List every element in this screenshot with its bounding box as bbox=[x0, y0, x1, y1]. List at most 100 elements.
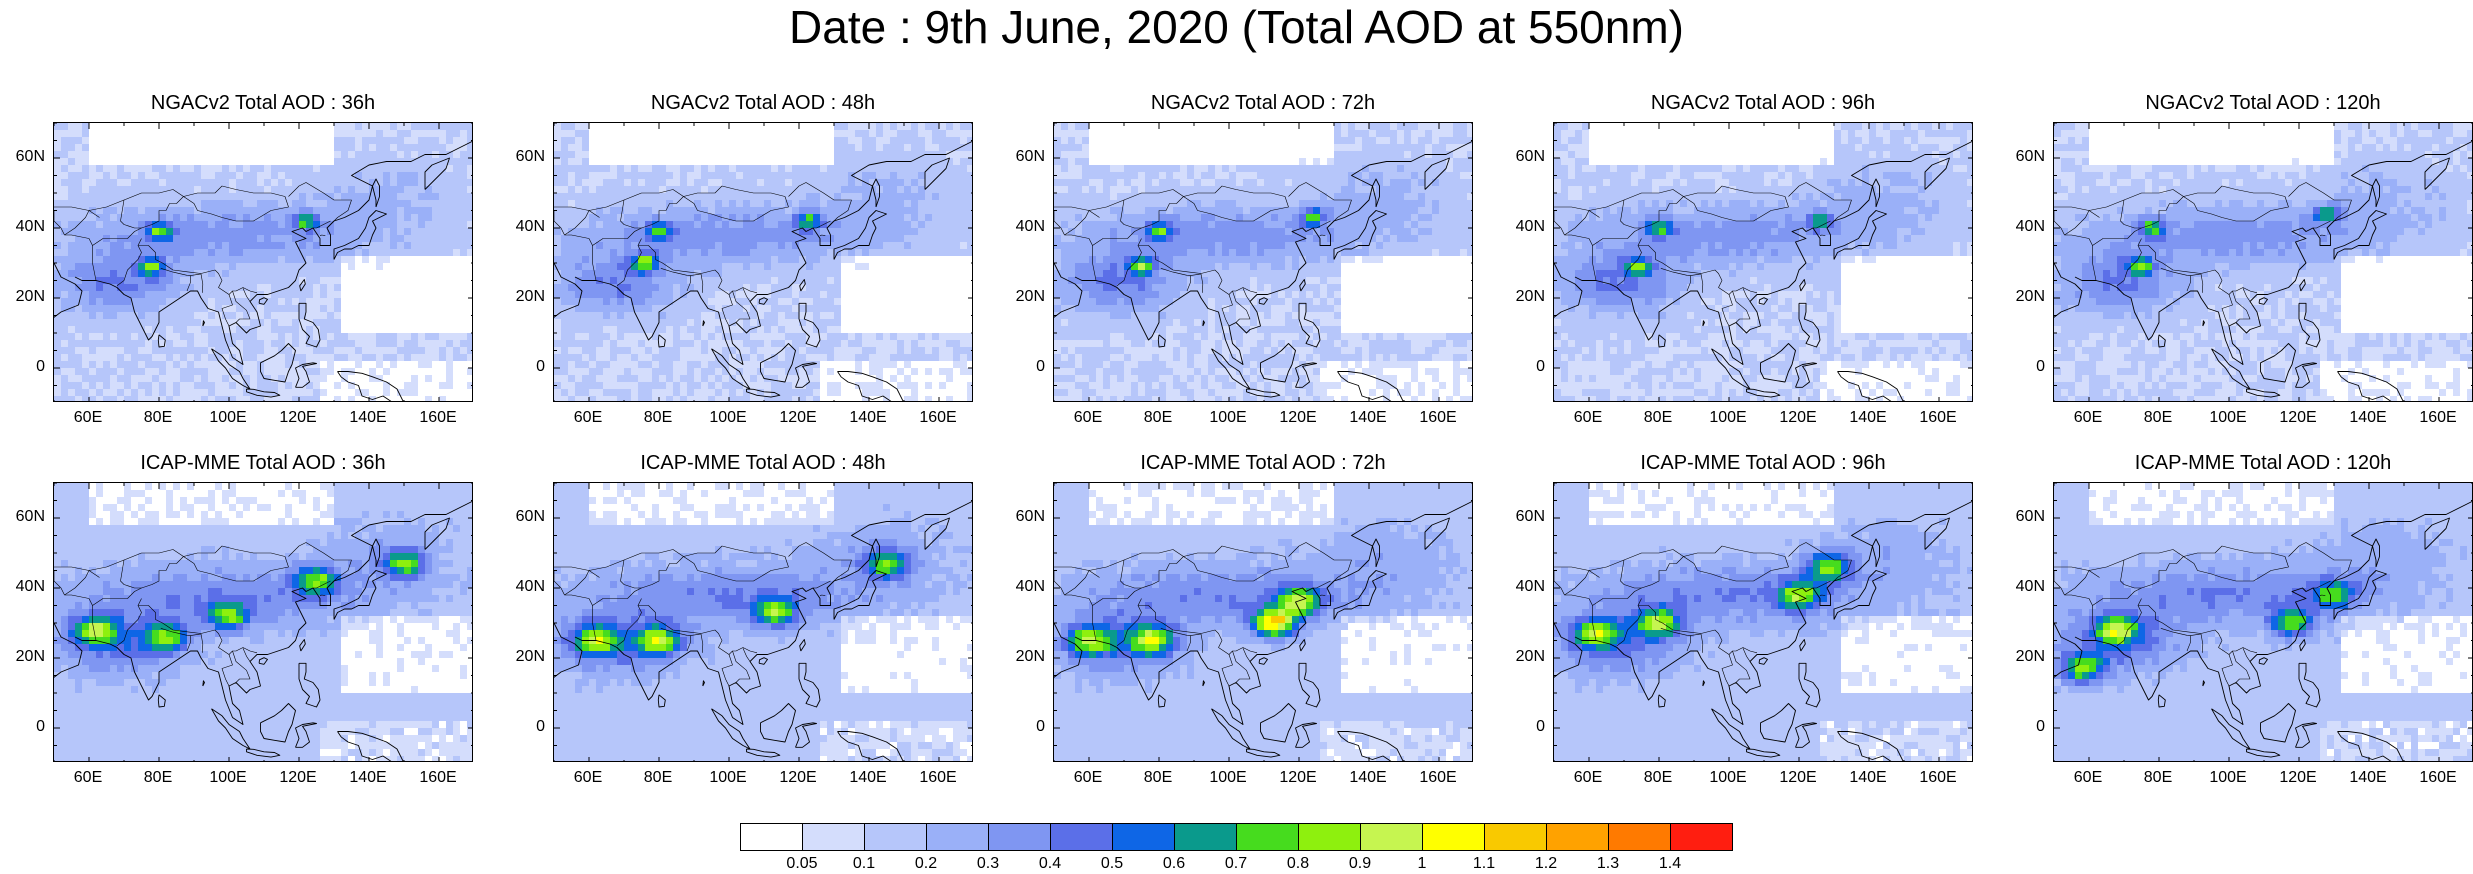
colorbar-swatch bbox=[864, 823, 927, 851]
coastlines-and-borders bbox=[2054, 500, 2472, 761]
aod-field bbox=[54, 123, 472, 401]
colorbar-label: 1.3 bbox=[1583, 856, 1633, 872]
longitude-tick-label: 60E bbox=[558, 770, 618, 786]
axis-ticks bbox=[54, 483, 472, 761]
axis-ticks bbox=[1554, 483, 1972, 761]
longitude-tick-label: 120E bbox=[1268, 410, 1328, 426]
aod-map bbox=[53, 482, 473, 762]
latitude-tick-label: 0 bbox=[1997, 719, 2045, 735]
latitude-tick-label: 0 bbox=[1497, 719, 1545, 735]
longitude-tick-label: 140E bbox=[2338, 770, 2398, 786]
longitude-tick-label: 160E bbox=[408, 770, 468, 786]
coastlines-and-borders bbox=[54, 500, 472, 761]
latitude-tick-label: 60N bbox=[1997, 509, 2045, 525]
aod-map bbox=[1553, 122, 1973, 402]
colorbar-label: 0.5 bbox=[1087, 856, 1137, 872]
longitude-tick-label: 120E bbox=[1768, 410, 1828, 426]
colorbar-swatch bbox=[1112, 823, 1175, 851]
longitude-tick-label: 120E bbox=[2268, 410, 2328, 426]
longitude-tick-label: 60E bbox=[58, 410, 118, 426]
colorbar-swatch bbox=[988, 823, 1051, 851]
panel-title: NGACv2 Total AOD : 36h bbox=[53, 92, 473, 114]
coastlines-and-borders bbox=[2054, 140, 2472, 401]
axis-ticks bbox=[554, 483, 972, 761]
longitude-tick-label: 140E bbox=[838, 410, 898, 426]
longitude-tick-label: 140E bbox=[2338, 410, 2398, 426]
latitude-tick-label: 40N bbox=[997, 219, 1045, 235]
colorbar-label: 1.4 bbox=[1645, 856, 1695, 872]
axis-ticks bbox=[554, 123, 972, 401]
aod-map bbox=[2053, 122, 2473, 402]
colorbar-swatch bbox=[1670, 823, 1733, 851]
latitude-tick-label: 0 bbox=[0, 719, 45, 735]
longitude-tick-label: 80E bbox=[128, 770, 188, 786]
aod-field bbox=[54, 483, 472, 761]
axis-ticks bbox=[2054, 123, 2472, 401]
aod-field bbox=[2054, 123, 2472, 401]
latitude-tick-label: 60N bbox=[1497, 509, 1545, 525]
longitude-tick-label: 160E bbox=[2408, 770, 2468, 786]
coastlines-and-borders bbox=[54, 140, 472, 401]
longitude-tick-label: 160E bbox=[1908, 770, 1968, 786]
longitude-tick-label: 100E bbox=[698, 770, 758, 786]
aod-map bbox=[1053, 482, 1473, 762]
latitude-tick-label: 0 bbox=[497, 359, 545, 375]
longitude-tick-label: 100E bbox=[2198, 770, 2258, 786]
longitude-tick-label: 80E bbox=[1128, 770, 1188, 786]
latitude-tick-label: 0 bbox=[997, 719, 1045, 735]
colorbar-swatch bbox=[926, 823, 989, 851]
longitude-tick-label: 160E bbox=[1408, 410, 1468, 426]
longitude-tick-label: 80E bbox=[128, 410, 188, 426]
colorbar-label: 0.3 bbox=[963, 856, 1013, 872]
latitude-tick-label: 20N bbox=[497, 289, 545, 305]
longitude-tick-label: 100E bbox=[1698, 770, 1758, 786]
latitude-tick-label: 40N bbox=[0, 579, 45, 595]
coastlines-and-borders bbox=[554, 500, 972, 761]
colorbar-swatch bbox=[1298, 823, 1361, 851]
colorbar-swatch bbox=[1608, 823, 1671, 851]
latitude-tick-label: 60N bbox=[997, 149, 1045, 165]
aod-field bbox=[1054, 483, 1472, 761]
longitude-tick-label: 80E bbox=[628, 410, 688, 426]
map-panel-icap-mme-96h: ICAP-MME Total AOD : 96h 60N 40N 20N 0 60E 80E… bbox=[1503, 452, 2023, 832]
colorbar-label: 0.2 bbox=[901, 856, 951, 872]
longitude-tick-label: 100E bbox=[1698, 410, 1758, 426]
aod-map-canvas bbox=[1054, 483, 1472, 761]
longitude-tick-label: 100E bbox=[698, 410, 758, 426]
longitude-tick-label: 140E bbox=[1338, 770, 1398, 786]
longitude-tick-label: 140E bbox=[838, 770, 898, 786]
axis-ticks bbox=[1054, 123, 1472, 401]
map-panel-icap-mme-36h: ICAP-MME Total AOD : 36h 60N 40N 20N 0 60E 80E… bbox=[3, 452, 523, 832]
map-panel-ngacv2-120h: NGACv2 Total AOD : 120h 60N 40N 20N 0 60E 80E 1… bbox=[2003, 92, 2473, 472]
aod-field bbox=[2054, 483, 2472, 761]
colorbar-label: 0.7 bbox=[1211, 856, 1261, 872]
latitude-tick-label: 0 bbox=[997, 359, 1045, 375]
map-panel-ngacv2-96h: NGACv2 Total AOD : 96h 60N 40N 20N 0 60E 80E 10… bbox=[1503, 92, 2023, 472]
longitude-tick-label: 80E bbox=[2128, 410, 2188, 426]
panel-title: ICAP-MME Total AOD : 120h bbox=[2053, 452, 2473, 474]
longitude-tick-label: 160E bbox=[2408, 410, 2468, 426]
coastlines-and-borders bbox=[1554, 500, 1972, 761]
aod-map bbox=[553, 482, 973, 762]
longitude-tick-label: 120E bbox=[768, 770, 828, 786]
aod-colorbar: 0.05 0.1 0.2 0.3 0.4 0.5 0.6 0.7 0.8 0.9 1 1.1 1.2 1.… bbox=[740, 823, 1733, 872]
colorbar-label: 0.4 bbox=[1025, 856, 1075, 872]
panel-title: ICAP-MME Total AOD : 48h bbox=[553, 452, 973, 474]
latitude-tick-label: 60N bbox=[497, 149, 545, 165]
latitude-tick-label: 20N bbox=[997, 649, 1045, 665]
colorbar-label: 0.9 bbox=[1335, 856, 1385, 872]
longitude-tick-label: 120E bbox=[1768, 770, 1828, 786]
longitude-tick-label: 60E bbox=[1058, 410, 1118, 426]
colorbar-swatch bbox=[1174, 823, 1237, 851]
aod-map bbox=[1553, 482, 1973, 762]
longitude-tick-label: 160E bbox=[908, 410, 968, 426]
longitude-tick-label: 80E bbox=[628, 770, 688, 786]
longitude-tick-label: 80E bbox=[1128, 410, 1188, 426]
latitude-tick-label: 40N bbox=[497, 579, 545, 595]
longitude-tick-label: 140E bbox=[1838, 770, 1898, 786]
latitude-tick-label: 20N bbox=[0, 289, 45, 305]
latitude-tick-label: 20N bbox=[1497, 289, 1545, 305]
panel-title: ICAP-MME Total AOD : 96h bbox=[1553, 452, 1973, 474]
latitude-tick-label: 20N bbox=[0, 649, 45, 665]
aod-field bbox=[554, 483, 972, 761]
